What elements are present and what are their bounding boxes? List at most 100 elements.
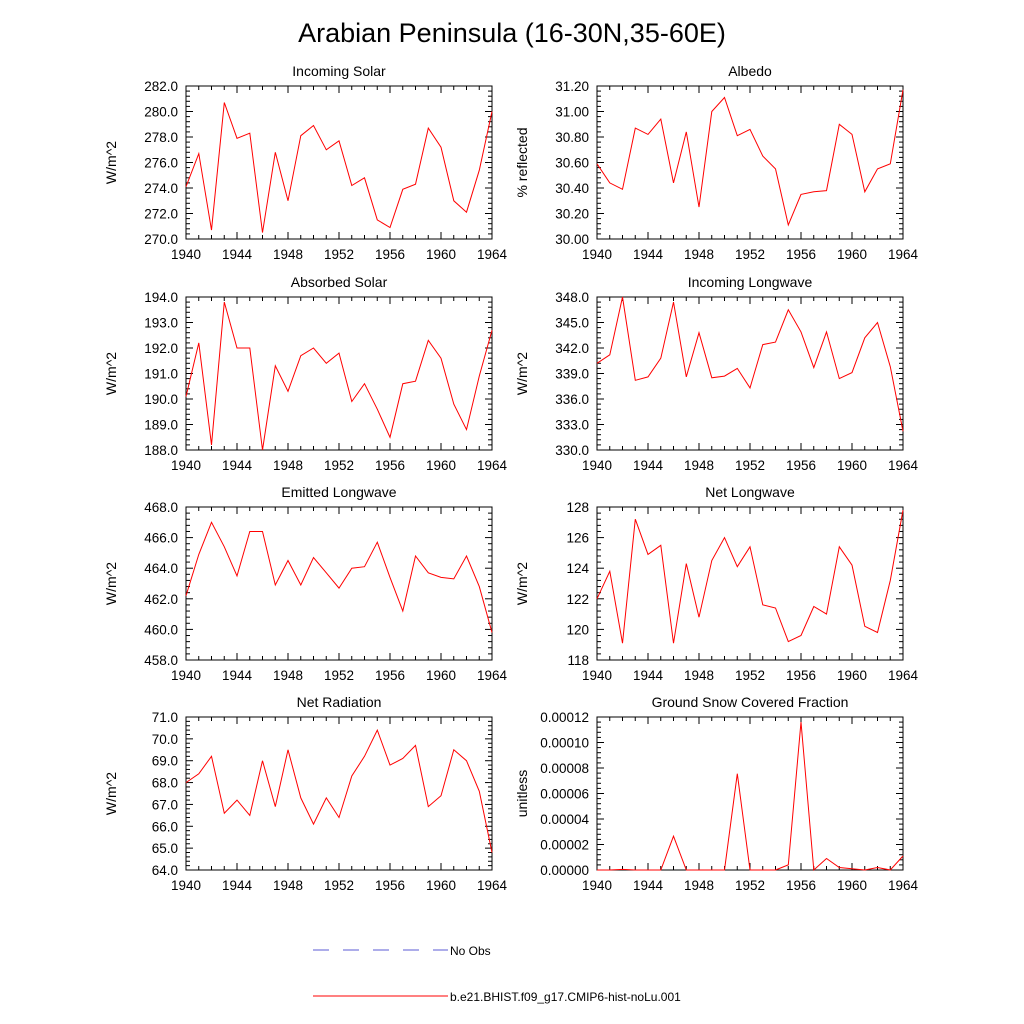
series-line-0 <box>596 296 904 432</box>
x-tick-label: 1952 <box>324 668 354 683</box>
y-tick-label: 120 <box>566 622 589 637</box>
series-line-0 <box>185 102 493 233</box>
x-tick-label: 1948 <box>273 458 303 473</box>
y-tick-label: 194.0 <box>144 290 178 305</box>
x-tick-label: 1960 <box>837 458 867 473</box>
y-tick-label: 0.00002 <box>540 838 589 853</box>
y-tick-label: 70.0 <box>152 732 178 747</box>
x-tick-label: 1964 <box>888 247 919 262</box>
x-tick-label: 1944 <box>633 878 664 893</box>
plot-frame <box>596 506 904 661</box>
plot-frame <box>185 85 493 240</box>
y-tick-label: 71.0 <box>152 710 178 725</box>
y-tick-label: 31.20 <box>555 79 589 94</box>
x-tick-label: 1948 <box>273 878 303 893</box>
y-tick-label: 462.0 <box>144 592 178 607</box>
y-tick-label: 464.0 <box>144 561 178 576</box>
panel-5: Net Longwave W/m^2 1940 1944 1948 1952 1956 196… <box>514 484 919 683</box>
y-tick-label: 458.0 <box>144 653 178 668</box>
x-tick-label: 1956 <box>375 668 405 683</box>
x-tick-label: 1964 <box>888 458 919 473</box>
y-tick-label: 278.0 <box>144 130 178 145</box>
y-tick-label: 69.0 <box>152 754 178 769</box>
y-tick-label: 339.0 <box>555 367 589 382</box>
x-tick-label: 1956 <box>375 878 405 893</box>
y-axis-label: W/m^2 <box>103 141 119 184</box>
x-tick-label: 1940 <box>171 247 201 262</box>
y-tick-label: 336.0 <box>555 392 589 407</box>
y-tick-label: 342.0 <box>555 341 589 356</box>
x-tick-label: 1960 <box>837 878 867 893</box>
legend: No Obs b.e21.BHIST.f09_g17.CMIP6-hist-no… <box>313 944 681 1004</box>
legend-label-model: b.e21.BHIST.f09_g17.CMIP6-hist-noLu.001 <box>450 990 681 1004</box>
y-axis-label: % reflected <box>514 127 530 197</box>
y-tick-label: 0.00006 <box>540 787 589 802</box>
x-tick-label: 1948 <box>684 458 714 473</box>
y-tick-label: 330.0 <box>555 443 589 458</box>
x-tick-label: 1960 <box>837 668 867 683</box>
y-axis-label: W/m^2 <box>103 772 119 815</box>
x-tick-label: 1952 <box>324 458 354 473</box>
y-tick-label: 30.20 <box>555 207 589 222</box>
y-tick-label: 193.0 <box>144 316 178 331</box>
y-tick-label: 0.00004 <box>540 812 589 827</box>
x-tick-label: 1960 <box>426 247 456 262</box>
panel-title: Ground Snow Covered Fraction <box>652 694 849 710</box>
x-tick-label: 1956 <box>786 247 816 262</box>
y-tick-label: 30.80 <box>555 130 589 145</box>
x-tick-label: 1948 <box>684 668 714 683</box>
y-tick-label: 460.0 <box>144 622 178 637</box>
x-tick-label: 1956 <box>375 247 405 262</box>
x-tick-label: 1940 <box>171 668 201 683</box>
y-tick-label: 66.0 <box>152 819 178 834</box>
plot-frame <box>596 85 904 240</box>
x-tick-label: 1952 <box>324 878 354 893</box>
x-tick-label: 1960 <box>426 668 456 683</box>
x-tick-label: 1964 <box>888 668 919 683</box>
x-tick-label: 1944 <box>633 668 664 683</box>
panels: Incoming Solar W/m^2 1940 1944 1948 1952 1956 1… <box>103 63 919 893</box>
y-tick-label: 0.00010 <box>540 736 589 751</box>
x-tick-label: 1952 <box>735 247 765 262</box>
y-tick-label: 466.0 <box>144 531 178 546</box>
x-tick-label: 1944 <box>633 458 664 473</box>
series-line-0 <box>596 89 904 227</box>
y-tick-label: 65.0 <box>152 841 178 856</box>
panel-4: Emitted Longwave W/m^2 1940 1944 1948 1952 195… <box>103 484 508 683</box>
plot-frame <box>596 296 904 451</box>
x-tick-label: 1960 <box>426 458 456 473</box>
x-tick-label: 1956 <box>375 458 405 473</box>
x-tick-label: 1964 <box>477 247 508 262</box>
x-tick-label: 1944 <box>222 668 253 683</box>
y-tick-label: 192.0 <box>144 341 178 356</box>
x-tick-label: 1940 <box>582 458 612 473</box>
x-tick-label: 1948 <box>684 247 714 262</box>
x-tick-label: 1964 <box>477 668 508 683</box>
y-tick-label: 276.0 <box>144 156 178 171</box>
x-tick-label: 1940 <box>582 247 612 262</box>
legend-label-no-obs: No Obs <box>450 944 491 958</box>
x-tick-label: 1940 <box>582 668 612 683</box>
y-tick-label: 118 <box>567 653 589 668</box>
y-tick-label: 270.0 <box>144 232 178 247</box>
x-tick-label: 1940 <box>171 878 201 893</box>
figure-title: Arabian Peninsula (16-30N,35-60E) <box>298 18 726 48</box>
panel-6: Net Radiation W/m^2 1940 1944 1948 1952 1956 19… <box>103 694 508 893</box>
x-tick-label: 1940 <box>171 458 201 473</box>
y-tick-label: 30.40 <box>555 181 589 196</box>
x-tick-label: 1960 <box>426 878 456 893</box>
panel-1: Albedo % reflected 1940 1944 1948 1952 1956 196… <box>514 63 919 262</box>
y-tick-label: 64.0 <box>152 863 178 878</box>
x-tick-label: 1948 <box>273 668 303 683</box>
panel-3: Incoming Longwave W/m^2 1940 1944 1948 1952 19… <box>514 274 919 473</box>
y-tick-label: 345.0 <box>555 316 589 331</box>
x-tick-label: 1944 <box>222 247 253 262</box>
y-tick-label: 128 <box>566 500 589 515</box>
y-tick-label: 468.0 <box>144 500 178 515</box>
y-axis-label: unitless <box>514 770 530 817</box>
y-tick-label: 191.0 <box>144 367 178 382</box>
y-tick-label: 30.60 <box>555 156 589 171</box>
x-tick-label: 1956 <box>786 878 816 893</box>
series-line-0 <box>185 521 493 633</box>
y-tick-label: 333.0 <box>555 418 589 433</box>
